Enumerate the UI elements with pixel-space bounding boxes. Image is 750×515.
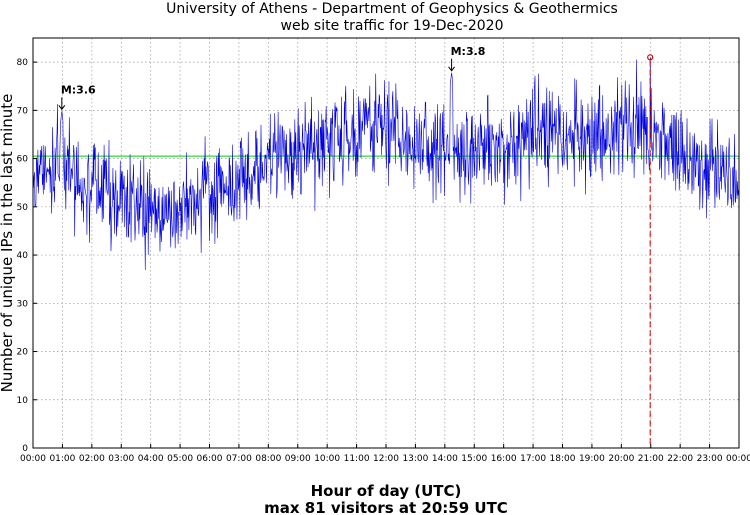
chart-title-line1: University of Athens - Department of Geo… bbox=[166, 1, 618, 17]
annotation-label: M:3.6 bbox=[61, 83, 96, 96]
x-tick-label: 02:00 bbox=[79, 454, 105, 464]
x-tick-label: 10:00 bbox=[314, 454, 340, 464]
annotation-label: M:3.8 bbox=[451, 45, 486, 58]
x-tick-label: 04:00 bbox=[138, 454, 164, 464]
y-tick-label: 50 bbox=[17, 203, 29, 213]
traffic-series-line bbox=[32, 57, 739, 271]
x-tick-label: 14:00 bbox=[432, 454, 458, 464]
y-tick-label: 20 bbox=[17, 348, 29, 358]
y-tick-label: 40 bbox=[17, 251, 29, 261]
x-tick-label: 00:00 bbox=[20, 454, 46, 464]
x-tick-label: 06:00 bbox=[197, 454, 223, 464]
x-axis: 00:00 01:00 02:00 03:00 04:00 05:00 06:00 07:00… bbox=[20, 444, 750, 464]
x-tick-label: 12:00 bbox=[373, 454, 399, 464]
x-tick-label: 15:00 bbox=[461, 454, 487, 464]
series-group bbox=[32, 57, 739, 271]
x-tick-label: 13:00 bbox=[402, 454, 428, 464]
annotations-group: M:3.6 M:3.8 bbox=[58, 45, 486, 111]
y-tick-label: 80 bbox=[17, 58, 29, 68]
x-axis-label: Hour of day (UTC) bbox=[311, 482, 462, 500]
y-tick-label: 60 bbox=[17, 155, 29, 165]
y-tick-label: 70 bbox=[17, 106, 29, 116]
annotation-arrow-head bbox=[58, 105, 66, 111]
y-axis: 0 10 20 30 40 50 60 70 80 bbox=[17, 58, 37, 454]
annotation-arrow-head bbox=[448, 66, 455, 72]
y-tick-label: 30 bbox=[17, 299, 29, 309]
x-tick-label: 08:00 bbox=[255, 454, 281, 464]
x-tick-label: 07:00 bbox=[226, 454, 252, 464]
chart-title-line2: web site traffic for 19-Dec-2020 bbox=[281, 18, 504, 34]
max-marker-group bbox=[647, 54, 654, 448]
x-tick-label: 20:00 bbox=[608, 454, 634, 464]
x-tick-label: 01:00 bbox=[49, 454, 75, 464]
x-tick-label: 16:00 bbox=[491, 454, 517, 464]
x-tick-label: 03:00 bbox=[108, 454, 134, 464]
x-tick-label: 09:00 bbox=[285, 454, 311, 464]
x-tick-label: 05:00 bbox=[167, 454, 193, 464]
x-tick-label: 18:00 bbox=[550, 454, 576, 464]
y-axis-label: Number of unique IPs in the last minute bbox=[0, 94, 16, 393]
x-tick-label: 22:00 bbox=[667, 454, 693, 464]
y-tick-label: 10 bbox=[17, 396, 29, 406]
x-tick-label: 19:00 bbox=[579, 454, 605, 464]
x-tick-label: 11:00 bbox=[344, 454, 370, 464]
x-tick-label: 00:00 bbox=[726, 454, 750, 464]
x-tick-label: 17:00 bbox=[520, 454, 546, 464]
max-marker-circle bbox=[647, 54, 654, 61]
chart-subtitle: max 81 visitors at 20:59 UTC bbox=[264, 499, 508, 515]
y-tick-label: 0 bbox=[22, 444, 28, 454]
x-tick-label: 23:00 bbox=[697, 454, 723, 464]
x-tick-label: 21:00 bbox=[638, 454, 664, 464]
